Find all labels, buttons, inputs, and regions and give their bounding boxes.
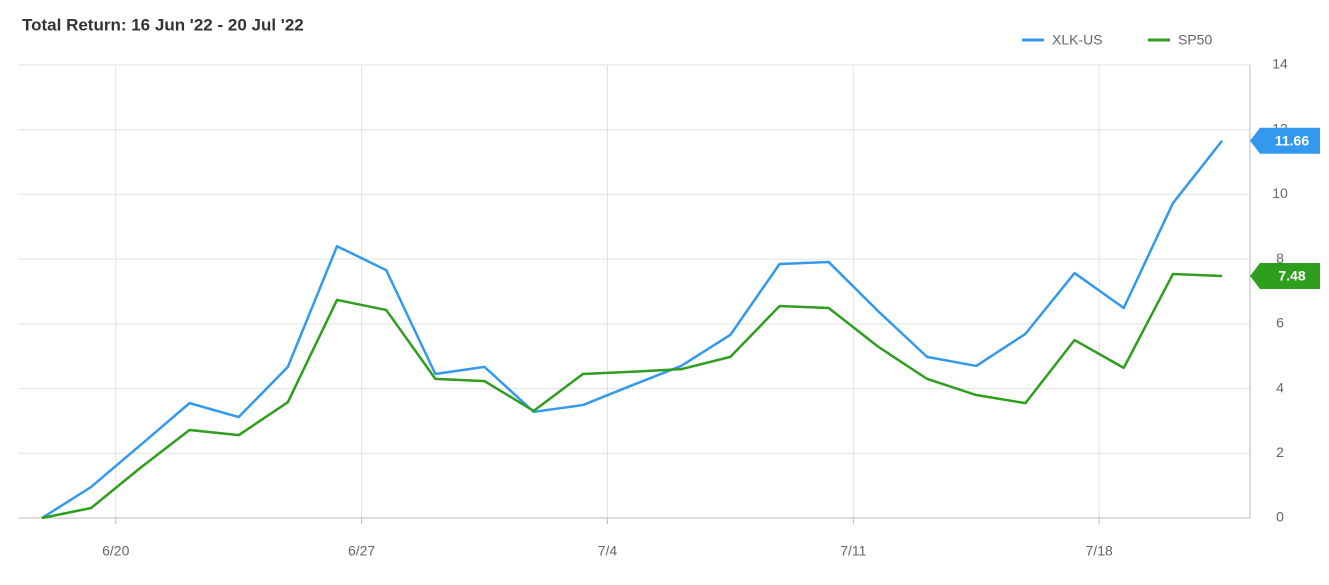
value-tag (1250, 127, 1320, 154)
y-tick-label: 0 (1276, 509, 1284, 525)
y-tick-label: 8 (1276, 250, 1284, 266)
value-label: 7.48 (1278, 268, 1305, 284)
x-tick-label: 7/18 (1086, 543, 1113, 559)
y-tick-label: 2 (1276, 444, 1284, 460)
series-line (41, 139, 1224, 520)
y-tick-label: 14 (1272, 56, 1288, 72)
chart-title: Total Return: 16 Jun '22 - 20 Jul '22 (22, 15, 304, 34)
y-tick-label: 6 (1276, 315, 1284, 331)
value-label: 11.66 (1275, 132, 1309, 148)
x-tick-label: 6/20 (102, 543, 129, 559)
y-tick-label: 10 (1272, 185, 1288, 201)
y-tick-label: 4 (1276, 379, 1284, 395)
legend-label: SP50 (1178, 32, 1212, 48)
x-tick-label: 7/11 (840, 543, 866, 559)
x-tick-label: 6/27 (348, 543, 375, 559)
value-tag (1250, 262, 1320, 289)
legend-label: XLK-US (1052, 32, 1103, 48)
series-line (41, 272, 1223, 520)
x-tick-label: 7/4 (598, 543, 618, 559)
